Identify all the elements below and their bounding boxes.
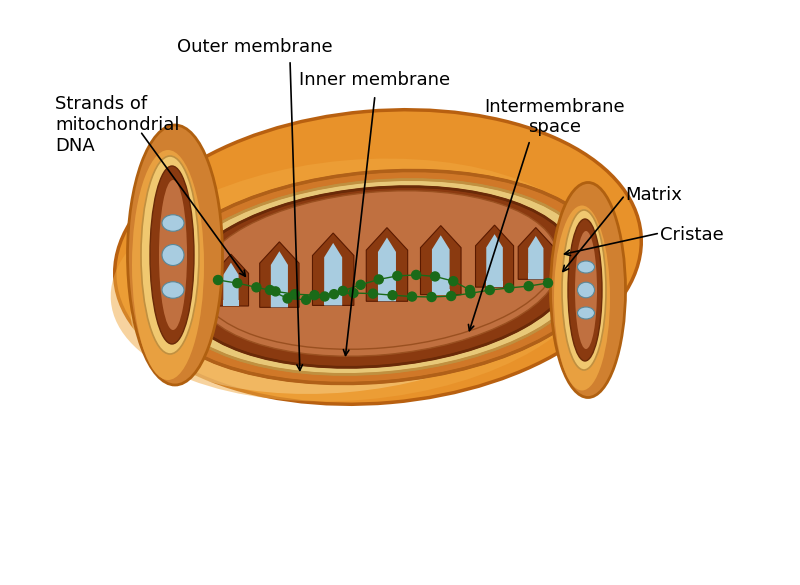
- Circle shape: [412, 270, 421, 280]
- Circle shape: [320, 292, 330, 301]
- Polygon shape: [366, 228, 408, 301]
- Circle shape: [388, 291, 397, 300]
- Polygon shape: [518, 228, 554, 279]
- Ellipse shape: [554, 205, 610, 391]
- Polygon shape: [324, 243, 342, 305]
- Circle shape: [466, 289, 475, 298]
- Circle shape: [430, 272, 439, 281]
- Circle shape: [349, 288, 358, 298]
- Ellipse shape: [575, 231, 597, 349]
- Circle shape: [214, 276, 222, 284]
- Text: Outer membrane: Outer membrane: [177, 38, 333, 56]
- Polygon shape: [214, 254, 249, 306]
- Polygon shape: [260, 242, 299, 307]
- Ellipse shape: [165, 180, 591, 374]
- Ellipse shape: [162, 215, 184, 231]
- Circle shape: [543, 278, 553, 287]
- Polygon shape: [486, 234, 503, 287]
- Polygon shape: [271, 301, 288, 307]
- Polygon shape: [223, 263, 238, 306]
- Ellipse shape: [550, 183, 626, 397]
- Polygon shape: [271, 251, 288, 307]
- Ellipse shape: [130, 206, 550, 394]
- Polygon shape: [528, 273, 543, 279]
- Circle shape: [449, 277, 458, 285]
- Ellipse shape: [578, 307, 594, 319]
- Polygon shape: [378, 295, 396, 301]
- Polygon shape: [421, 226, 461, 295]
- Ellipse shape: [127, 125, 222, 385]
- Polygon shape: [223, 300, 238, 306]
- Ellipse shape: [198, 191, 558, 349]
- Text: Matrix: Matrix: [625, 186, 682, 204]
- Polygon shape: [432, 288, 450, 295]
- Ellipse shape: [180, 187, 576, 367]
- Ellipse shape: [562, 210, 606, 370]
- Ellipse shape: [162, 282, 184, 298]
- Circle shape: [374, 275, 383, 284]
- Circle shape: [356, 280, 365, 290]
- Ellipse shape: [195, 194, 561, 356]
- Circle shape: [310, 291, 319, 300]
- Ellipse shape: [578, 282, 594, 298]
- Circle shape: [233, 278, 242, 288]
- Circle shape: [393, 271, 402, 280]
- Ellipse shape: [578, 261, 594, 273]
- Circle shape: [302, 295, 310, 304]
- Circle shape: [524, 281, 533, 291]
- Polygon shape: [486, 281, 503, 287]
- Ellipse shape: [159, 180, 187, 330]
- Polygon shape: [528, 236, 543, 279]
- Circle shape: [290, 290, 299, 299]
- Circle shape: [266, 285, 274, 294]
- Text: Intermembrane
space: Intermembrane space: [485, 98, 626, 136]
- Polygon shape: [324, 300, 342, 305]
- Circle shape: [338, 287, 347, 295]
- Ellipse shape: [568, 219, 602, 361]
- Polygon shape: [378, 238, 396, 301]
- Polygon shape: [313, 233, 354, 305]
- Circle shape: [330, 290, 338, 299]
- Polygon shape: [432, 235, 450, 295]
- Circle shape: [446, 291, 456, 301]
- Ellipse shape: [149, 170, 607, 384]
- Ellipse shape: [141, 156, 199, 354]
- Ellipse shape: [110, 159, 599, 401]
- Ellipse shape: [150, 166, 194, 344]
- Ellipse shape: [114, 110, 642, 404]
- Ellipse shape: [162, 245, 184, 266]
- Circle shape: [427, 292, 436, 301]
- Circle shape: [369, 289, 378, 298]
- Circle shape: [407, 292, 417, 301]
- Circle shape: [283, 294, 292, 303]
- Circle shape: [505, 284, 514, 292]
- Circle shape: [466, 285, 474, 294]
- Text: Strands of
mitochondrial
DNA: Strands of mitochondrial DNA: [55, 95, 179, 154]
- Circle shape: [252, 283, 261, 292]
- Text: Cristae: Cristae: [660, 226, 724, 244]
- Polygon shape: [475, 225, 514, 287]
- Circle shape: [486, 285, 494, 294]
- Circle shape: [271, 287, 280, 296]
- Text: Inner membrane: Inner membrane: [299, 71, 450, 89]
- Ellipse shape: [132, 150, 204, 380]
